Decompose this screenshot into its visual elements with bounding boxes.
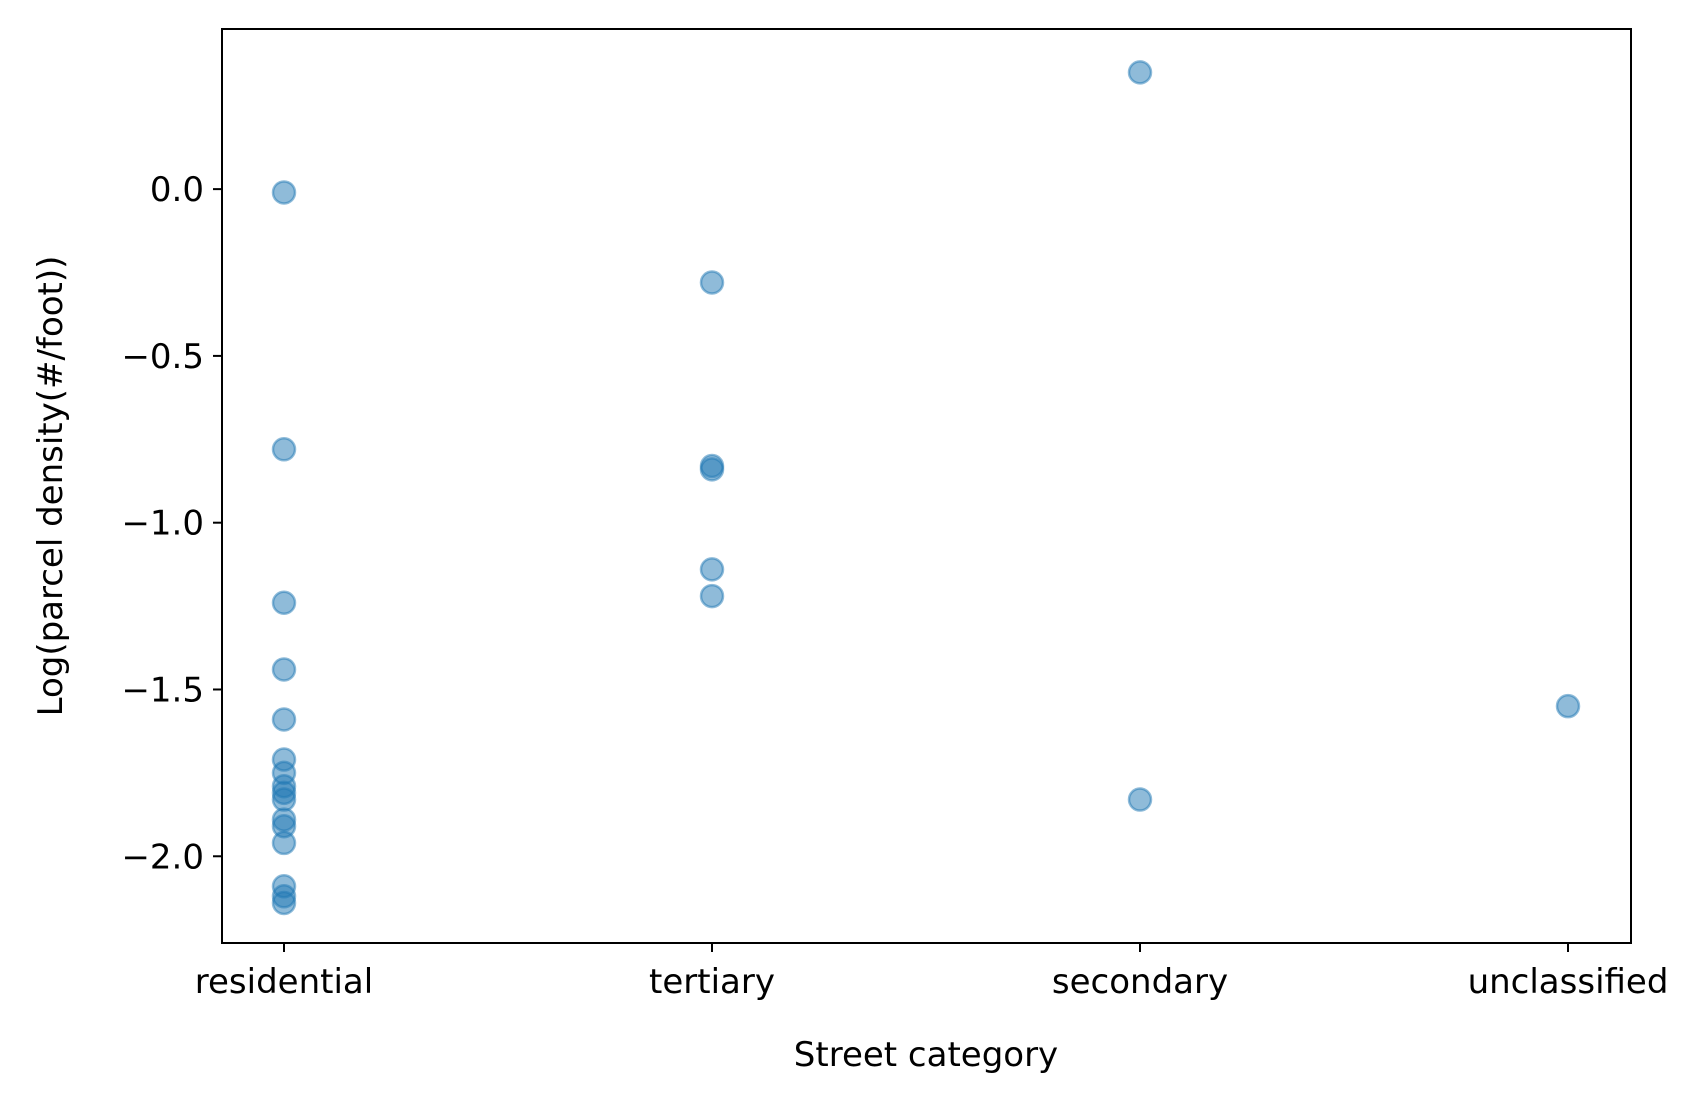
data-point [1127,60,1153,85]
y-tick-label: −0.5 [121,337,204,377]
plot-area-frame [221,28,1632,944]
x-tick-label: unclassified [1468,962,1669,1002]
x-tick-label: residential [195,962,373,1002]
data-point [271,890,297,916]
y-tick-label: 0.0 [150,170,204,210]
data-point [271,180,297,205]
data-point [699,583,725,609]
y-tick-label: −2.0 [121,837,204,877]
points-layer [271,60,1581,916]
x-tick-label: tertiary [649,962,775,1002]
y-tick-label: −1.5 [121,670,204,710]
y-tick-label: −1.0 [121,504,204,544]
data-point [699,270,725,295]
data-point [699,457,725,482]
x-axis-label: Street category [794,1035,1058,1075]
ticks-layer: 0.0 −0.5 −1.0 −1.5 −2.0 residential tertiary se… [121,170,1668,1002]
data-point [271,707,297,732]
data-point [271,657,297,682]
data-point [271,787,297,812]
data-point [699,557,725,582]
data-point [1555,693,1581,719]
data-point [271,590,297,616]
data-point [271,830,297,856]
data-point [271,437,297,462]
data-point [1127,787,1153,812]
x-tick-label: secondary [1052,962,1228,1002]
y-axis-label: Log(parcel density(#/foot)) [31,256,71,717]
